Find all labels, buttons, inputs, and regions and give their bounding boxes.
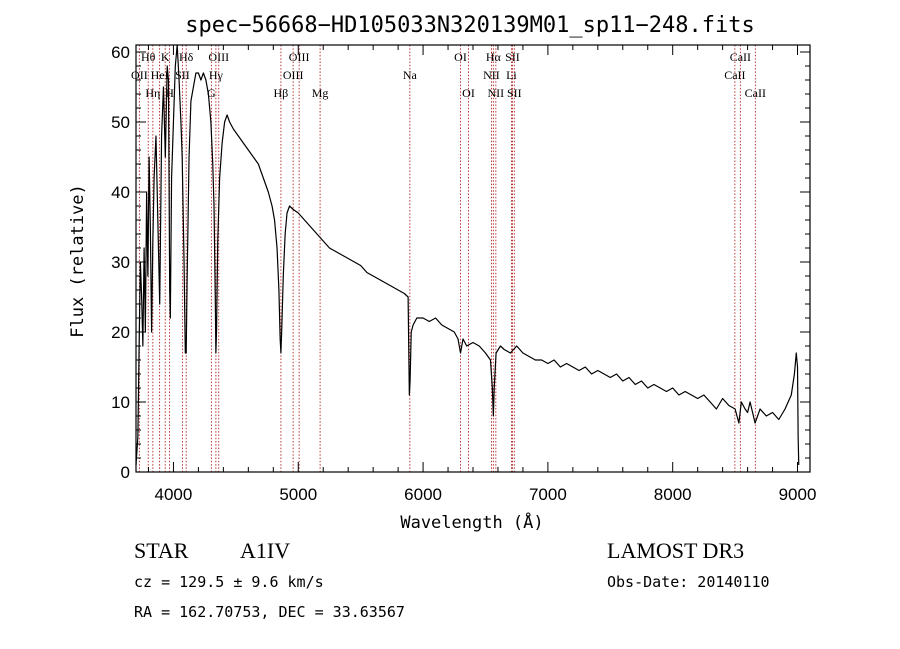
spectral-line-labels: OIIHθHηHeIKHSIIHδGHγOIIIHβOIIIOIIIMgNaOI…	[131, 50, 766, 100]
y-axis-ticks: 0 10 20 30 40 50 60	[111, 43, 810, 482]
x-tick-label-4000: 4000	[155, 485, 193, 504]
line-label-6: SII	[175, 68, 190, 82]
line-label-1: Hθ	[141, 50, 156, 64]
chart-title: spec−56668−HD105033N320139M01_sp11−248.f…	[185, 13, 755, 38]
line-label-14: Mg	[312, 86, 329, 100]
x-axis-label: Wavelength (Å)	[400, 511, 543, 533]
line-label-12: OIII	[283, 68, 304, 82]
object-class: STAR	[134, 538, 189, 563]
y-tick-label-50: 50	[111, 113, 130, 132]
y-axis-label: Flux (relative)	[68, 184, 88, 338]
line-label-25: CaII	[730, 50, 751, 64]
line-label-4: K	[161, 50, 170, 64]
line-label-13: OIII	[289, 50, 310, 64]
y-tick-label-20: 20	[111, 323, 130, 342]
line-label-5: H	[165, 86, 174, 100]
line-label-2: Hη	[145, 86, 160, 100]
ra-dec-coordinates: RA = 162.70753, DEC = 33.63567	[134, 603, 405, 621]
line-label-22: SII	[505, 50, 520, 64]
line-label-16: OI	[454, 50, 467, 64]
line-label-20: NII	[488, 86, 505, 100]
line-label-26: CaII	[745, 86, 766, 100]
object-subclass: A1IV	[240, 538, 291, 563]
line-label-9: Hγ	[209, 68, 224, 82]
x-tick-label-5000: 5000	[279, 485, 317, 504]
line-label-0: OII	[131, 68, 148, 82]
observation-date: Obs-Date: 20140110	[607, 573, 770, 591]
line-label-3: HeI	[151, 68, 169, 82]
y-tick-label-40: 40	[111, 183, 130, 202]
y-tick-label-0: 0	[121, 463, 130, 482]
line-label-23: SII	[507, 86, 522, 100]
survey-name: LAMOST DR3	[607, 538, 745, 563]
x-tick-label-9000: 9000	[779, 485, 817, 504]
x-tick-label-8000: 8000	[654, 485, 692, 504]
line-label-18: NII	[483, 68, 500, 82]
x-axis-ticks: 4000 5000 6000 7000 8000 9000	[147, 45, 817, 504]
spectrum-flux-line	[135, 44, 800, 466]
line-label-19: Hα	[486, 50, 502, 64]
line-label-7: Hδ	[179, 50, 194, 64]
line-label-15: Na	[403, 68, 418, 82]
y-tick-label-60: 60	[111, 43, 130, 62]
line-label-21: Li	[506, 68, 517, 82]
line-label-11: Hβ	[274, 86, 289, 100]
y-tick-label-10: 10	[111, 393, 130, 412]
y-tick-label-30: 30	[111, 253, 130, 272]
x-tick-label-7000: 7000	[529, 485, 567, 504]
line-label-8: G	[207, 86, 216, 100]
redshift-cz: cz = 129.5 ± 9.6 km/s	[134, 573, 324, 591]
spectral-line-markers	[138, 45, 756, 472]
line-label-24: CaII	[724, 68, 745, 82]
line-label-17: OI	[462, 86, 475, 100]
x-tick-label-6000: 6000	[404, 485, 442, 504]
plot-frame	[135, 44, 811, 473]
line-label-10: OIII	[208, 50, 229, 64]
